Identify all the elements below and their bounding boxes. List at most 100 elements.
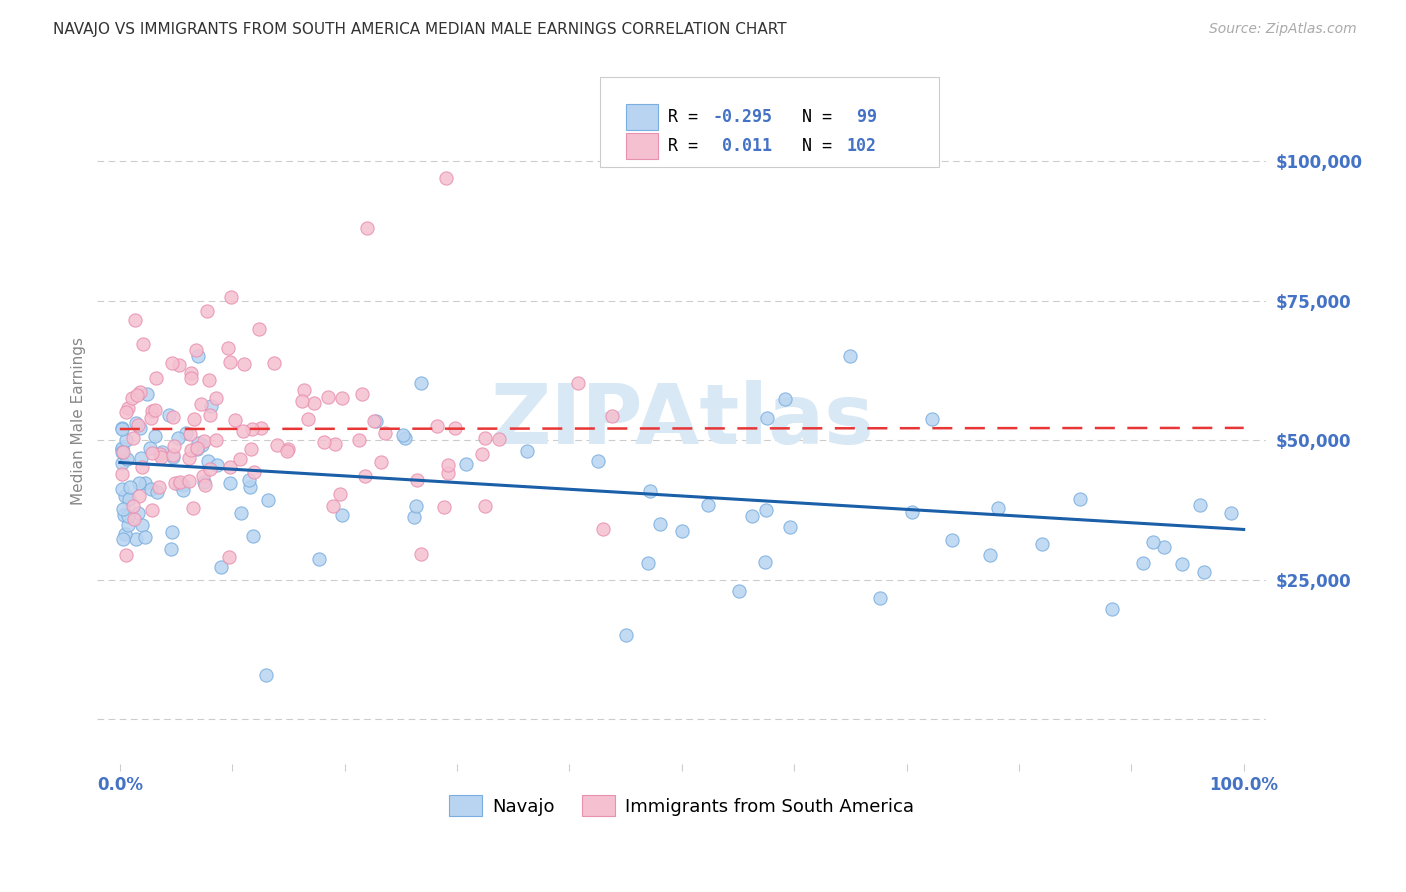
Point [143,403,166,417]
Point [1132,556,1154,570]
Point [162,409,184,424]
Point [322,499,344,513]
Point [330,391,353,405]
Point [567,376,589,391]
Point [242,529,264,543]
Point [115,405,138,419]
Point [180,367,202,381]
Text: 0.011: 0.011 [713,137,772,155]
Point [193,434,215,448]
Point [186,441,208,455]
Point [167,476,190,491]
Point [114,489,136,503]
Point [111,456,134,470]
Point [755,411,778,425]
Point [363,414,385,428]
Text: 99: 99 [846,108,876,126]
Point [1194,565,1216,579]
Point [128,489,150,503]
FancyBboxPatch shape [626,133,658,160]
Point [181,500,204,515]
Point [1171,557,1194,571]
Point [112,445,135,459]
Point [127,418,149,433]
Point [1031,537,1053,551]
Point [111,442,134,456]
Point [671,524,693,538]
Point [374,426,396,441]
Point [586,454,609,468]
Point [239,442,262,457]
Point [148,480,170,494]
Point [115,452,138,467]
Point [741,508,763,523]
Point [131,459,153,474]
Point [197,373,219,387]
Point [434,170,457,185]
Point [118,492,141,507]
Point [456,457,478,471]
Point [187,350,209,364]
Point [329,487,352,501]
Point [163,476,186,491]
Point [219,460,242,475]
Point [180,442,202,457]
Point [257,493,280,508]
Point [198,461,221,475]
Point [207,458,229,473]
Point [250,420,273,434]
Point [134,530,156,544]
Point [779,520,801,534]
Point [474,499,496,513]
Point [166,431,188,445]
Point [217,341,239,355]
Point [150,450,173,465]
Point [193,475,215,490]
Point [120,480,142,494]
Point [1219,507,1241,521]
Point [218,476,240,491]
Point [149,446,172,460]
Point [183,412,205,426]
Point [405,499,427,513]
Point [347,433,370,447]
Point [114,526,136,541]
Point [638,483,661,498]
Point [174,425,197,440]
Point [755,503,778,517]
Point [600,409,623,423]
Point [136,387,159,401]
Point [129,421,152,435]
Point [444,420,467,434]
Point [131,517,153,532]
Point [263,356,285,370]
Point [1142,535,1164,549]
FancyBboxPatch shape [600,78,939,167]
Point [728,583,751,598]
Point [117,509,139,524]
Text: R =: R = [668,108,707,126]
Text: 102: 102 [846,137,876,155]
Point [839,350,862,364]
Point [187,436,209,450]
FancyBboxPatch shape [626,103,658,130]
Point [190,397,212,411]
Point [111,422,134,436]
Point [122,499,145,513]
Point [180,371,202,385]
Point [648,516,671,531]
Point [198,408,221,422]
Point [409,376,432,390]
Text: N =: N = [803,108,842,126]
Point [141,446,163,460]
Point [366,414,388,428]
Point [111,421,134,435]
Point [1153,540,1175,554]
Point [276,444,298,458]
Point [243,465,266,479]
Point [224,412,246,426]
Point [145,370,167,384]
Text: N =: N = [803,137,842,155]
Point [392,428,415,442]
Point [637,556,659,570]
